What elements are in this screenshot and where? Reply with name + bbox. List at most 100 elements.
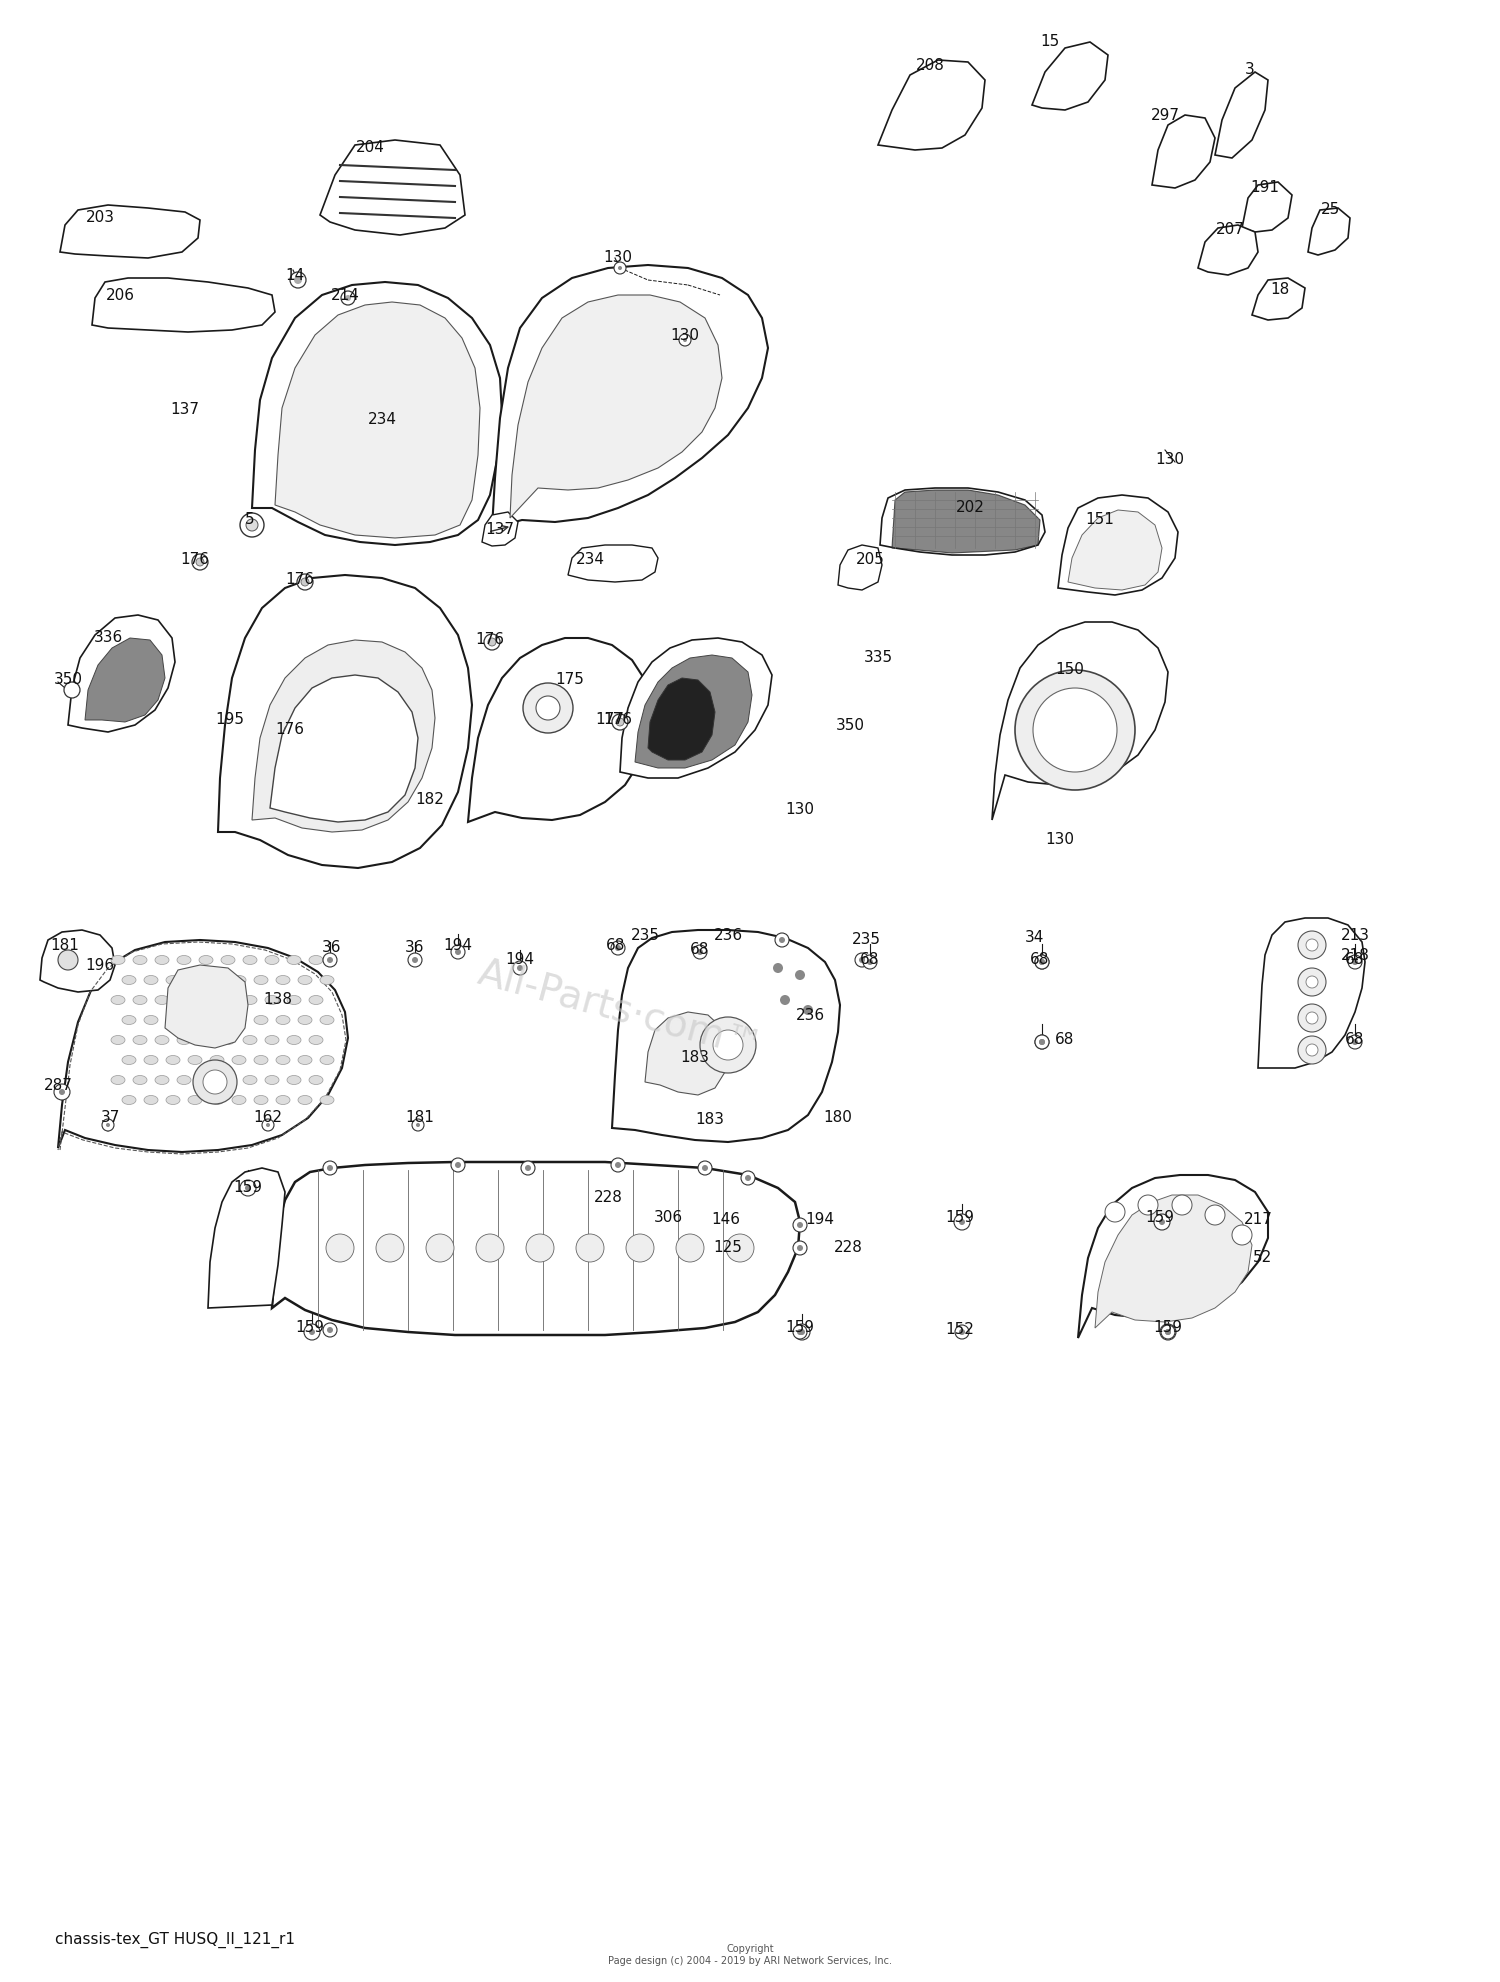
Circle shape <box>416 1124 420 1128</box>
Text: 207: 207 <box>1215 222 1245 238</box>
Text: 159: 159 <box>1146 1211 1174 1225</box>
Ellipse shape <box>134 995 147 1005</box>
Circle shape <box>1166 1330 1172 1336</box>
Polygon shape <box>568 545 658 583</box>
Polygon shape <box>40 930 116 993</box>
Ellipse shape <box>254 1096 268 1104</box>
Circle shape <box>192 555 208 571</box>
Ellipse shape <box>220 955 236 965</box>
Text: 68: 68 <box>1030 953 1050 967</box>
Circle shape <box>202 1070 226 1094</box>
Circle shape <box>1160 1324 1176 1340</box>
Text: Copyright
Page design (c) 2004 - 2019 by ARI Network Services, Inc.: Copyright Page design (c) 2004 - 2019 by… <box>608 1944 892 1966</box>
Text: 214: 214 <box>330 287 360 303</box>
Text: 175: 175 <box>555 672 585 688</box>
Text: 130: 130 <box>1046 832 1074 848</box>
Circle shape <box>452 945 465 959</box>
Circle shape <box>246 519 258 531</box>
Circle shape <box>244 1185 250 1191</box>
Polygon shape <box>648 678 716 759</box>
Ellipse shape <box>243 1076 256 1084</box>
Ellipse shape <box>111 995 125 1005</box>
Ellipse shape <box>286 1076 302 1084</box>
Ellipse shape <box>243 1035 256 1045</box>
Text: 213: 213 <box>1341 928 1370 943</box>
Ellipse shape <box>122 1015 136 1025</box>
Text: 137: 137 <box>171 402 200 418</box>
Polygon shape <box>252 640 435 832</box>
Ellipse shape <box>232 1015 246 1025</box>
Ellipse shape <box>166 975 180 985</box>
Circle shape <box>1232 1225 1252 1245</box>
Circle shape <box>680 335 692 347</box>
Text: 203: 203 <box>86 210 114 226</box>
Ellipse shape <box>134 1035 147 1045</box>
Circle shape <box>1034 688 1118 773</box>
Circle shape <box>794 1326 807 1340</box>
Ellipse shape <box>154 955 170 965</box>
Text: 235: 235 <box>852 932 880 947</box>
Polygon shape <box>165 965 248 1048</box>
Circle shape <box>1106 1201 1125 1223</box>
Text: 234: 234 <box>576 553 604 567</box>
Text: 130: 130 <box>1155 452 1185 468</box>
Ellipse shape <box>220 1035 236 1045</box>
Text: 37: 37 <box>100 1110 120 1126</box>
Circle shape <box>413 1120 424 1132</box>
Circle shape <box>524 684 573 733</box>
Ellipse shape <box>154 1076 170 1084</box>
Text: 68: 68 <box>1346 953 1365 967</box>
Circle shape <box>612 714 628 729</box>
Circle shape <box>102 1120 114 1132</box>
Polygon shape <box>270 676 419 823</box>
Polygon shape <box>1058 496 1178 595</box>
Polygon shape <box>1068 509 1162 591</box>
Circle shape <box>476 1235 504 1263</box>
Circle shape <box>741 1171 754 1185</box>
Polygon shape <box>992 622 1168 821</box>
Text: 182: 182 <box>416 793 444 807</box>
Text: 350: 350 <box>54 672 82 688</box>
Circle shape <box>1204 1205 1225 1225</box>
Circle shape <box>1166 1330 1172 1336</box>
Polygon shape <box>492 266 768 527</box>
Ellipse shape <box>188 1096 202 1104</box>
Ellipse shape <box>286 955 302 965</box>
Text: 306: 306 <box>654 1211 682 1225</box>
Polygon shape <box>92 277 274 333</box>
Circle shape <box>862 955 877 969</box>
Circle shape <box>513 961 526 975</box>
Ellipse shape <box>266 955 279 965</box>
Polygon shape <box>878 59 986 151</box>
Ellipse shape <box>266 1076 279 1084</box>
Ellipse shape <box>200 995 213 1005</box>
Circle shape <box>614 262 626 274</box>
Text: 176: 176 <box>285 573 315 587</box>
Text: 194: 194 <box>806 1213 834 1227</box>
Ellipse shape <box>134 1076 147 1084</box>
Ellipse shape <box>177 1076 190 1084</box>
Polygon shape <box>1308 208 1350 256</box>
Ellipse shape <box>188 975 202 985</box>
Circle shape <box>266 1124 270 1128</box>
Polygon shape <box>892 490 1040 553</box>
Text: 36: 36 <box>322 941 342 955</box>
Circle shape <box>240 513 264 537</box>
Text: 68: 68 <box>1056 1033 1074 1048</box>
Circle shape <box>1040 959 1046 965</box>
Text: 218: 218 <box>1341 947 1370 963</box>
Circle shape <box>1298 1037 1326 1064</box>
Circle shape <box>194 1060 237 1104</box>
Text: 68: 68 <box>861 953 879 967</box>
Text: 236: 236 <box>795 1007 825 1023</box>
Circle shape <box>855 953 868 967</box>
Text: chassis-tex_GT HUSQ_II_121_r1: chassis-tex_GT HUSQ_II_121_r1 <box>56 1932 296 1948</box>
Ellipse shape <box>254 1056 268 1064</box>
Ellipse shape <box>200 1035 213 1045</box>
Circle shape <box>794 1324 810 1340</box>
Ellipse shape <box>144 975 158 985</box>
Text: 14: 14 <box>285 268 304 283</box>
Circle shape <box>778 937 784 943</box>
Polygon shape <box>482 511 518 545</box>
Circle shape <box>58 949 78 969</box>
